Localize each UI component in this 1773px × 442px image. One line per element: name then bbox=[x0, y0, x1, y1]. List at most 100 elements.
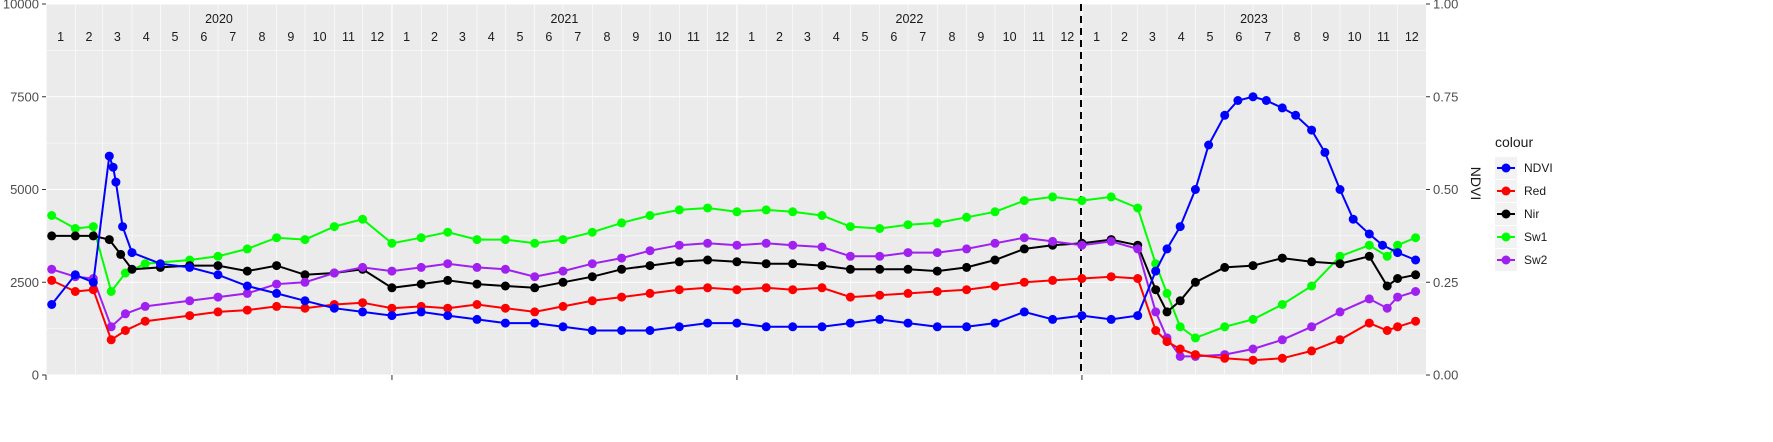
data-point-sw1 bbox=[1220, 322, 1230, 332]
data-point-nir bbox=[932, 266, 942, 276]
data-point-ndvi bbox=[932, 322, 942, 332]
month-label: 12 bbox=[715, 30, 729, 44]
data-point-sw2 bbox=[558, 266, 568, 276]
y-right-tick-label: 0.50 bbox=[1433, 182, 1458, 197]
data-point-nir bbox=[88, 231, 98, 241]
data-point-ndvi bbox=[1175, 222, 1185, 232]
data-point-sw1 bbox=[1019, 196, 1029, 206]
data-point-ndvi bbox=[1151, 266, 1161, 276]
month-label: 8 bbox=[259, 30, 266, 44]
data-point-sw2 bbox=[272, 279, 282, 289]
data-point-sw2 bbox=[674, 240, 684, 250]
legend-item-red: Red bbox=[1495, 180, 1546, 202]
y-left-tick-label: 10000 bbox=[3, 0, 39, 12]
y-right-axis-title: NDVI bbox=[1468, 167, 1484, 200]
month-label: 7 bbox=[1264, 30, 1271, 44]
data-point-nir bbox=[703, 255, 713, 265]
data-point-sw2 bbox=[645, 246, 655, 256]
year-label: 2020 bbox=[205, 12, 233, 26]
data-point-nir bbox=[587, 272, 597, 282]
data-point-ndvi bbox=[1048, 314, 1058, 324]
data-point-sw2 bbox=[990, 238, 1000, 248]
y-right-tick-label: 0.00 bbox=[1433, 368, 1458, 383]
data-point-sw1 bbox=[242, 244, 252, 254]
month-label: 6 bbox=[200, 30, 207, 44]
data-point-sw2 bbox=[1335, 307, 1345, 317]
data-point-sw1 bbox=[558, 235, 568, 245]
month-label: 4 bbox=[143, 30, 150, 44]
data-point-sw2 bbox=[500, 264, 510, 274]
data-point-ndvi bbox=[1248, 92, 1258, 102]
data-point-sw2 bbox=[530, 272, 540, 282]
month-label: 7 bbox=[919, 30, 926, 44]
month-label: 4 bbox=[488, 30, 495, 44]
legend-label: Sw2 bbox=[1524, 253, 1548, 267]
data-point-sw1 bbox=[106, 287, 116, 296]
data-point-red bbox=[47, 275, 57, 285]
data-point-sw2 bbox=[932, 248, 942, 258]
data-point-ndvi bbox=[213, 270, 223, 280]
data-point-sw2 bbox=[1133, 244, 1143, 254]
data-point-nir bbox=[1175, 296, 1185, 306]
y-left-tick-label: 7500 bbox=[10, 89, 39, 104]
data-point-red bbox=[1382, 326, 1392, 335]
legend: colour NDVI Red Nir Sw1 Sw2 bbox=[1495, 134, 1553, 271]
data-point-ndvi bbox=[1277, 103, 1287, 113]
month-label: 11 bbox=[1032, 30, 1045, 44]
data-point-nir bbox=[903, 264, 913, 274]
legend-key-point bbox=[1501, 232, 1511, 242]
data-point-red bbox=[1106, 272, 1116, 282]
data-point-red bbox=[587, 296, 597, 306]
data-point-sw2 bbox=[1019, 233, 1029, 243]
data-point-ndvi bbox=[1335, 185, 1345, 194]
data-point-sw2 bbox=[472, 262, 482, 272]
data-point-ndvi bbox=[108, 162, 118, 172]
data-point-nir bbox=[443, 275, 453, 285]
data-point-nir bbox=[990, 255, 1000, 265]
data-point-ndvi bbox=[47, 300, 57, 309]
data-point-red bbox=[1220, 353, 1230, 363]
month-label: 3 bbox=[804, 30, 811, 44]
data-point-nir bbox=[213, 261, 223, 271]
data-point-red bbox=[1048, 275, 1058, 285]
data-point-red bbox=[530, 307, 540, 317]
data-point-red bbox=[242, 305, 252, 315]
data-point-ndvi bbox=[1190, 185, 1200, 194]
data-point-ndvi bbox=[1106, 314, 1116, 324]
legend-item-nir: Nir bbox=[1495, 203, 1539, 225]
month-label: 4 bbox=[1178, 30, 1185, 44]
data-point-nir bbox=[1248, 261, 1258, 271]
month-label: 7 bbox=[574, 30, 581, 44]
data-point-nir bbox=[472, 279, 482, 289]
data-point-sw1 bbox=[1248, 314, 1258, 324]
month-label: 1 bbox=[57, 30, 64, 44]
data-point-sw1 bbox=[300, 235, 310, 245]
data-point-sw1 bbox=[1190, 333, 1200, 343]
data-point-ndvi bbox=[329, 303, 339, 313]
data-point-ndvi bbox=[1133, 311, 1143, 321]
data-point-ndvi bbox=[990, 318, 1000, 328]
data-point-red bbox=[875, 290, 885, 300]
data-point-nir bbox=[1411, 270, 1421, 280]
data-point-sw1 bbox=[1364, 240, 1374, 250]
data-point-red bbox=[500, 303, 510, 313]
data-point-sw2 bbox=[1151, 307, 1161, 317]
data-point-nir bbox=[875, 264, 885, 274]
month-label: 5 bbox=[862, 30, 869, 44]
month-label: 8 bbox=[1294, 30, 1301, 44]
data-point-ndvi bbox=[443, 311, 453, 321]
data-point-ndvi bbox=[472, 314, 482, 324]
data-point-ndvi bbox=[1077, 311, 1087, 321]
data-point-sw2 bbox=[962, 244, 972, 254]
data-point-sw2 bbox=[1307, 322, 1317, 332]
month-label: 10 bbox=[313, 30, 327, 44]
data-point-sw1 bbox=[530, 238, 540, 248]
data-point-sw2 bbox=[1106, 236, 1116, 246]
data-point-sw2 bbox=[140, 301, 150, 311]
data-point-ndvi bbox=[845, 318, 855, 328]
month-label: 3 bbox=[114, 30, 121, 44]
data-point-sw1 bbox=[47, 211, 57, 220]
data-point-sw1 bbox=[1077, 196, 1087, 206]
data-point-sw2 bbox=[1393, 292, 1403, 302]
legend-item-sw2: Sw2 bbox=[1495, 249, 1548, 271]
